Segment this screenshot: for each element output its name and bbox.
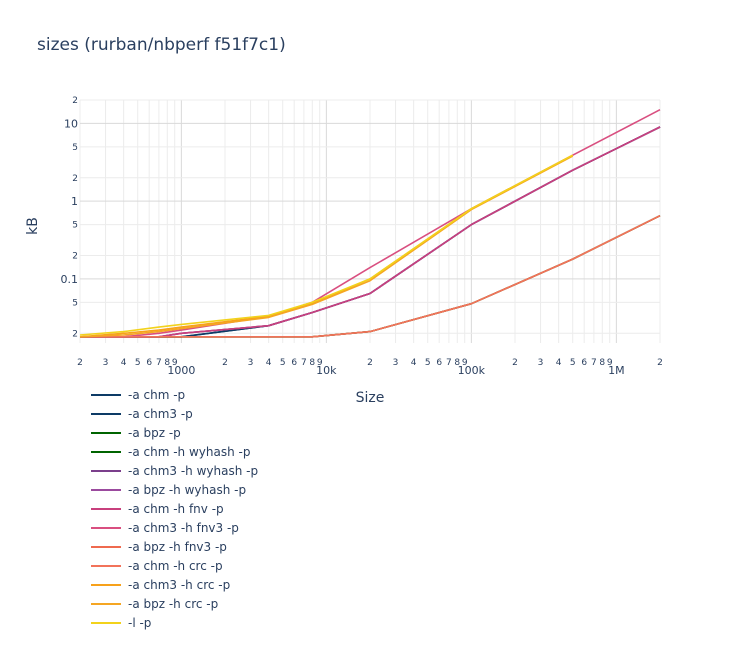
x-major-tick-label: 1M xyxy=(608,364,625,377)
x-minor-tick-label: 9 xyxy=(607,358,613,368)
x-minor-tick-label: 4 xyxy=(411,358,417,368)
x-minor-tick-label: 3 xyxy=(393,358,399,368)
legend-label-8: -a bpz -h fnv3 -p xyxy=(128,540,227,554)
legend-label-9: -a chm -h crc -p xyxy=(128,559,223,573)
x-minor-tick-label: 2 xyxy=(512,358,518,368)
x-minor-tick-label: 4 xyxy=(556,358,562,368)
x-minor-tick-label: 4 xyxy=(266,358,272,368)
x-minor-tick-label: 9 xyxy=(462,358,468,368)
grid xyxy=(79,99,661,343)
x-minor-tick-label: 6 xyxy=(146,358,152,368)
y-axis-ticks: 2 5 2 5 2 5 2 0.1 1 10 xyxy=(61,96,79,339)
y-major-tick-label: 10 xyxy=(64,117,78,130)
x-major-tick-label: 10k xyxy=(316,364,337,377)
x-minor-tick-label: 7 xyxy=(301,358,307,368)
y-axis-title: kB xyxy=(25,217,41,235)
x-minor-tick-label: 3 xyxy=(103,358,109,368)
y-minor-tick-label: 2 xyxy=(72,252,78,262)
x-minor-tick-label: 6 xyxy=(581,358,587,368)
x-minor-tick-label: 5 xyxy=(570,358,576,368)
legend-label-6: -a chm -h fnv -p xyxy=(128,502,224,516)
legend-label-2: -a bpz -p xyxy=(128,426,181,440)
x-minor-tick-label: 7 xyxy=(156,358,162,368)
x-minor-tick-label: 7 xyxy=(591,358,597,368)
legend-label-4: -a chm3 -h wyhash -p xyxy=(128,464,258,478)
x-minor-tick-label: 8 xyxy=(454,358,460,368)
legend-label-3: -a chm -h wyhash -p xyxy=(128,445,250,459)
x-minor-tick-label: 8 xyxy=(599,358,605,368)
legend-label-12: -l -p xyxy=(128,616,151,630)
legend: -a chm -p -a chm3 -p -a bpz -p -a chm -h wy… xyxy=(91,388,258,630)
legend-label-1: -a chm3 -p xyxy=(128,407,193,421)
y-minor-tick-label: 2 xyxy=(72,96,78,106)
y-minor-tick-label: 5 xyxy=(72,143,78,153)
legend-label-0: -a chm -p xyxy=(128,388,185,402)
x-minor-tick-label: 3 xyxy=(538,358,544,368)
x-minor-tick-label: 8 xyxy=(164,358,170,368)
x-axis-title: Size xyxy=(356,390,385,406)
legend-label-10: -a chm3 -h crc -p xyxy=(128,578,230,592)
y-minor-tick-label: 5 xyxy=(72,221,78,231)
chart-title: sizes (rurban/nbperf f51f7c1) xyxy=(37,35,286,55)
x-minor-tick-label: 6 xyxy=(436,358,442,368)
y-minor-tick-label: 5 xyxy=(72,298,78,308)
x-minor-tick-label: 7 xyxy=(446,358,452,368)
x-minor-tick-label: 4 xyxy=(121,358,127,368)
x-minor-tick-label: 2 xyxy=(657,358,663,368)
series-lines xyxy=(79,108,661,338)
x-minor-tick-label: 2 xyxy=(222,358,228,368)
x-minor-tick-label: 3 xyxy=(248,358,254,368)
series-line-12 xyxy=(79,154,574,336)
x-minor-tick-label: 5 xyxy=(425,358,431,368)
x-minor-tick-label: 2 xyxy=(367,358,373,368)
x-minor-tick-label: 5 xyxy=(135,358,141,368)
x-minor-tick-label: 9 xyxy=(172,358,178,368)
series-line-9 xyxy=(80,214,661,338)
x-minor-tick-label: 9 xyxy=(317,358,323,368)
legend-label-11: -a bpz -h crc -p xyxy=(128,597,218,611)
series-line-11 xyxy=(79,155,574,338)
y-minor-tick-label: 2 xyxy=(72,329,78,339)
y-major-tick-label: 1 xyxy=(71,195,78,208)
x-minor-tick-label: 5 xyxy=(280,358,286,368)
legend-label-5: -a bpz -h wyhash -p xyxy=(128,483,246,497)
y-minor-tick-label: 2 xyxy=(72,174,78,184)
x-major-tick-label: 1000 xyxy=(167,364,195,377)
x-minor-tick-label: 6 xyxy=(291,358,297,368)
x-major-tick-label: 100k xyxy=(458,364,486,377)
x-minor-tick-label: 8 xyxy=(309,358,315,368)
x-minor-tick-label: 2 xyxy=(77,358,83,368)
y-major-tick-label: 0.1 xyxy=(61,273,79,286)
legend-label-7: -a chm3 -h fnv3 -p xyxy=(128,521,239,535)
